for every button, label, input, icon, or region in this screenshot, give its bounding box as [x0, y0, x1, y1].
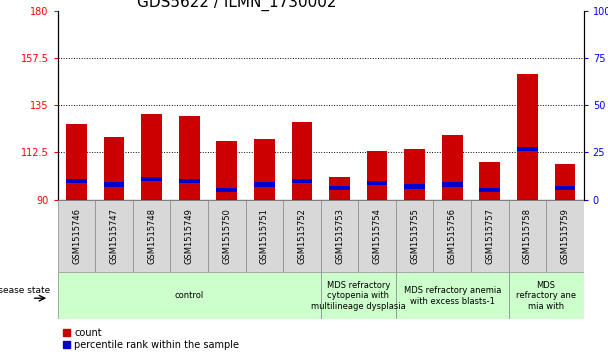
Text: GSM1515758: GSM1515758 [523, 208, 532, 264]
Bar [66, 124, 87, 200]
Bar [329, 176, 350, 200]
Bar [471, 200, 508, 272]
Bar [517, 74, 537, 200]
Bar [517, 147, 537, 151]
Bar [480, 188, 500, 192]
Bar [254, 183, 275, 187]
Text: disease state: disease state [0, 286, 50, 295]
Bar [554, 164, 575, 200]
Bar [283, 200, 320, 272]
Bar [58, 200, 95, 272]
Text: GSM1515749: GSM1515749 [185, 208, 194, 264]
Bar [208, 200, 246, 272]
Bar [442, 135, 463, 200]
Text: GSM1515753: GSM1515753 [335, 208, 344, 264]
Bar [508, 272, 584, 319]
Bar [396, 200, 434, 272]
Bar [58, 272, 320, 319]
Bar [396, 272, 508, 319]
Text: GSM1515746: GSM1515746 [72, 208, 81, 264]
Bar [554, 186, 575, 191]
Bar [442, 183, 463, 187]
Bar [141, 177, 162, 181]
Text: GSM1515752: GSM1515752 [297, 208, 306, 264]
Bar [321, 272, 396, 319]
Bar [480, 162, 500, 200]
Bar [141, 114, 162, 200]
Bar [104, 183, 125, 187]
Legend: count, percentile rank within the sample: count, percentile rank within the sample [63, 328, 240, 350]
Bar [367, 180, 387, 185]
Text: GDS5622 / ILMN_1730002: GDS5622 / ILMN_1730002 [137, 0, 336, 11]
Text: GSM1515756: GSM1515756 [447, 208, 457, 264]
Bar [404, 149, 425, 200]
Bar [546, 200, 584, 272]
Bar [95, 200, 133, 272]
Bar [216, 188, 237, 192]
Bar [179, 116, 199, 200]
Bar [292, 122, 313, 200]
Bar [66, 179, 87, 183]
Bar [104, 137, 125, 200]
Bar [133, 200, 170, 272]
Text: MDS refractory
cytopenia with
multilineage dysplasia: MDS refractory cytopenia with multilinea… [311, 281, 406, 311]
Bar [404, 184, 425, 188]
Bar [216, 141, 237, 200]
Text: MDS refractory anemia
with excess blasts-1: MDS refractory anemia with excess blasts… [404, 286, 501, 306]
Text: GSM1515759: GSM1515759 [561, 208, 570, 264]
Text: GSM1515754: GSM1515754 [373, 208, 382, 264]
Text: GSM1515755: GSM1515755 [410, 208, 419, 264]
Bar [367, 151, 387, 200]
Bar [246, 200, 283, 272]
Text: GSM1515751: GSM1515751 [260, 208, 269, 264]
Text: GSM1515747: GSM1515747 [109, 208, 119, 264]
Bar [329, 186, 350, 191]
Bar [179, 179, 199, 183]
Text: GSM1515757: GSM1515757 [485, 208, 494, 264]
Text: GSM1515748: GSM1515748 [147, 208, 156, 264]
Text: GSM1515750: GSM1515750 [223, 208, 231, 264]
Bar [292, 179, 313, 183]
Bar [434, 200, 471, 272]
Text: MDS
refractory ane
mia with: MDS refractory ane mia with [516, 281, 576, 311]
Bar [321, 200, 358, 272]
Bar [508, 200, 546, 272]
Text: control: control [174, 291, 204, 300]
Bar [358, 200, 396, 272]
Bar [170, 200, 208, 272]
Bar [254, 139, 275, 200]
